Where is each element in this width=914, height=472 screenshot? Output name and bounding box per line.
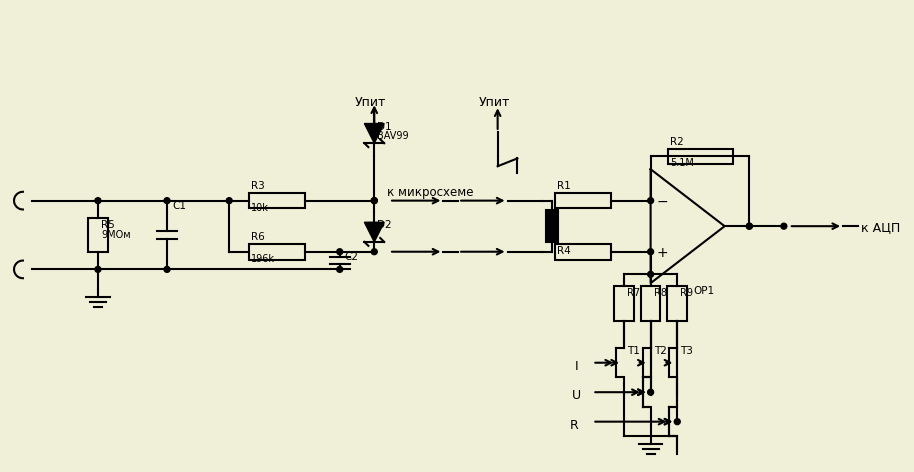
Circle shape [164,198,170,203]
Circle shape [95,267,101,272]
Bar [614,286,633,321]
Text: D2: D2 [377,220,392,230]
Bar [555,244,611,260]
Circle shape [336,249,343,255]
Text: R2: R2 [670,137,684,147]
Text: U: U [571,389,580,402]
Circle shape [648,389,654,395]
Text: C1: C1 [172,201,186,211]
Text: OP1: OP1 [693,286,714,296]
Circle shape [648,249,654,255]
Text: Упит: Упит [479,95,510,109]
Text: 5.1M: 5.1M [670,159,695,169]
Text: D1: D1 [377,122,392,132]
Text: +: + [656,246,668,260]
Circle shape [747,223,752,229]
Text: к микросхеме: к микросхеме [388,186,473,199]
Text: R6: R6 [251,232,265,242]
Text: R: R [569,419,579,432]
Text: R5: R5 [101,220,114,230]
Bar [668,149,732,164]
Text: I: I [575,360,579,373]
Circle shape [781,223,787,229]
Circle shape [164,267,170,272]
Circle shape [227,198,232,203]
Circle shape [747,223,752,229]
Bar [249,244,305,260]
Text: Упит: Упит [355,95,386,109]
Circle shape [371,198,377,203]
Bar [546,211,558,242]
Text: T1: T1 [627,346,640,356]
Text: T3: T3 [680,346,693,356]
Circle shape [371,198,377,203]
Polygon shape [365,124,384,143]
Polygon shape [365,222,384,242]
Bar [641,286,661,321]
Text: BAV99: BAV99 [377,131,409,142]
Text: −: − [656,195,668,209]
Text: 196k: 196k [251,253,275,264]
Text: T2: T2 [654,346,666,356]
Text: R3: R3 [251,181,265,191]
Text: R1: R1 [557,181,570,191]
Text: C2: C2 [345,252,358,261]
Circle shape [95,198,101,203]
Text: 10k: 10k [251,202,269,212]
Text: к АЦП: к АЦП [861,221,900,234]
Circle shape [336,267,343,272]
Circle shape [648,198,654,203]
Bar [249,193,305,209]
Circle shape [675,419,680,425]
Text: 9МОм: 9МОм [101,230,131,240]
Bar [667,286,687,321]
Text: R7: R7 [627,288,640,298]
Text: R8: R8 [654,288,666,298]
Circle shape [648,271,654,277]
Bar [555,193,611,209]
Text: R9: R9 [680,288,693,298]
Circle shape [371,249,377,255]
Text: R4: R4 [557,246,570,256]
Bar [88,219,108,252]
